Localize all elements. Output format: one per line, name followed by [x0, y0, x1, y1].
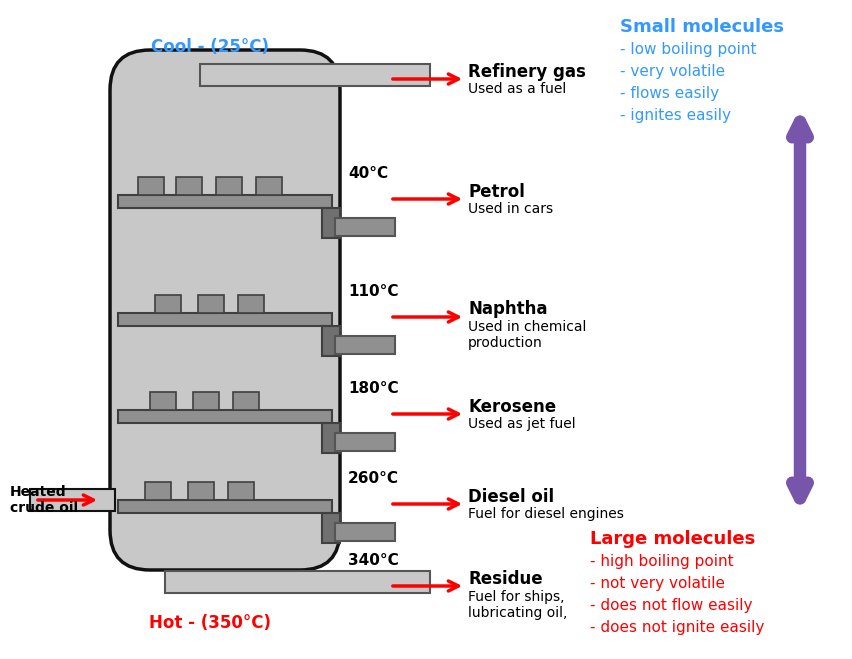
Bar: [233, 392, 259, 410]
Bar: [228, 482, 254, 500]
Bar: [118, 500, 332, 513]
Bar: [335, 336, 395, 354]
Bar: [118, 313, 332, 326]
Bar: [193, 392, 219, 410]
Text: - does not flow easily: - does not flow easily: [590, 598, 752, 613]
Text: 40°C: 40°C: [348, 166, 389, 181]
Bar: [30, 489, 115, 511]
Bar: [176, 177, 202, 195]
Bar: [216, 177, 242, 195]
Text: - does not ignite easily: - does not ignite easily: [590, 620, 764, 635]
Text: - high boiling point: - high boiling point: [590, 554, 734, 569]
Text: - ignites easily: - ignites easily: [620, 108, 731, 123]
Text: Used in chemical
production: Used in chemical production: [468, 320, 586, 350]
Text: Petrol: Petrol: [468, 183, 525, 201]
Text: - very volatile: - very volatile: [620, 64, 725, 79]
Text: - flows easily: - flows easily: [620, 86, 719, 101]
Bar: [118, 410, 332, 423]
Bar: [155, 295, 181, 313]
Text: Heated
crude oil: Heated crude oil: [10, 485, 78, 515]
Bar: [238, 295, 264, 313]
Text: Cool - (25°C): Cool - (25°C): [151, 38, 269, 56]
Bar: [335, 523, 395, 541]
Text: Large molecules: Large molecules: [590, 530, 755, 548]
Bar: [322, 513, 340, 543]
Text: Naphtha: Naphtha: [468, 300, 548, 318]
Bar: [165, 571, 430, 593]
Text: Diesel oil: Diesel oil: [468, 488, 554, 506]
Bar: [335, 433, 395, 451]
Bar: [200, 64, 430, 86]
Text: Residue: Residue: [468, 570, 543, 588]
Text: Used as jet fuel: Used as jet fuel: [468, 417, 576, 431]
Text: 340°C: 340°C: [348, 553, 399, 568]
Text: - not very volatile: - not very volatile: [590, 576, 725, 591]
Text: Kerosene: Kerosene: [468, 398, 556, 416]
Text: Hot - (350°C): Hot - (350°C): [149, 614, 271, 632]
Text: Fuel for diesel engines: Fuel for diesel engines: [468, 507, 624, 521]
Bar: [335, 218, 395, 236]
Text: - low boiling point: - low boiling point: [620, 42, 757, 57]
Bar: [145, 482, 171, 500]
FancyBboxPatch shape: [110, 50, 340, 570]
Bar: [322, 326, 340, 356]
Text: Small molecules: Small molecules: [620, 18, 784, 36]
Bar: [138, 177, 164, 195]
Bar: [150, 392, 176, 410]
Text: Used as a fuel: Used as a fuel: [468, 82, 567, 96]
Text: 180°C: 180°C: [348, 381, 399, 396]
Bar: [198, 295, 224, 313]
Text: 260°C: 260°C: [348, 471, 399, 486]
Bar: [256, 177, 282, 195]
Text: Fuel for ships,
lubricating oil,: Fuel for ships, lubricating oil,: [468, 590, 567, 620]
Bar: [322, 423, 340, 453]
Bar: [322, 208, 340, 238]
Bar: [188, 482, 214, 500]
Text: Refinery gas: Refinery gas: [468, 63, 586, 81]
Text: 110°C: 110°C: [348, 284, 399, 299]
Text: Used in cars: Used in cars: [468, 202, 553, 216]
Bar: [118, 195, 332, 208]
